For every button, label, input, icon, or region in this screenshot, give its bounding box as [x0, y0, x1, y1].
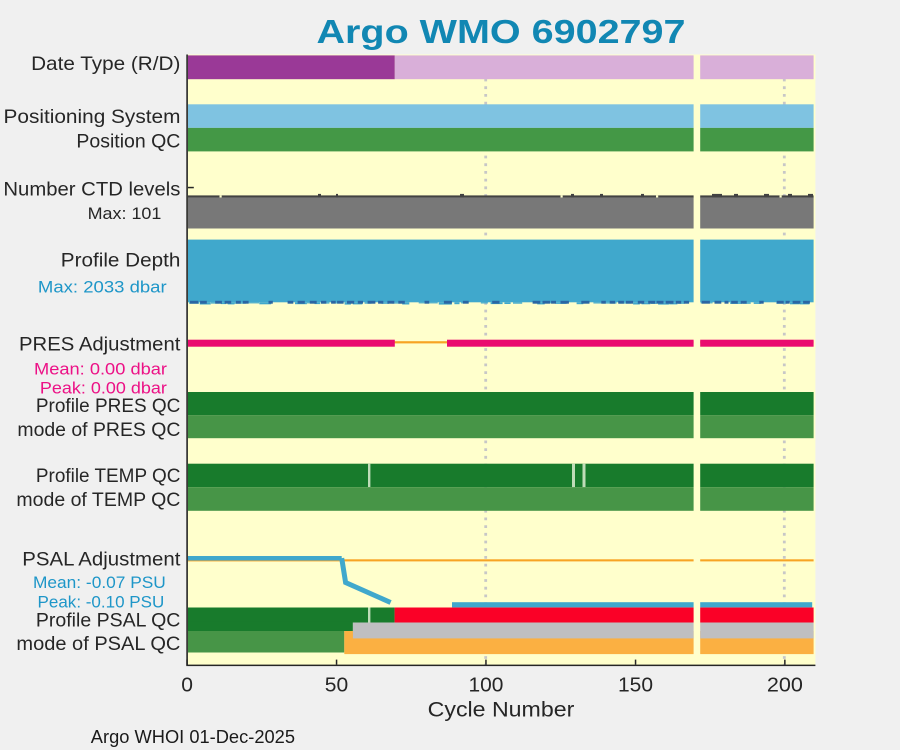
svg-text:Peak: -0.10 PSU: Peak: -0.10 PSU: [38, 593, 165, 611]
svg-text:Max: 101: Max: 101: [88, 205, 162, 223]
svg-text:Mean: -0.07 PSU: Mean: -0.07 PSU: [33, 574, 166, 592]
svg-text:50: 50: [325, 675, 348, 697]
svg-text:Date Type (R/D): Date Type (R/D): [31, 53, 180, 75]
svg-text:mode of PRES QC: mode of PRES QC: [17, 419, 180, 441]
svg-text:Profile PRES QC: Profile PRES QC: [36, 395, 181, 417]
svg-text:Profile PSAL QC: Profile PSAL QC: [36, 609, 181, 631]
svg-text:Argo WHOI 01-Dec-2025: Argo WHOI 01-Dec-2025: [91, 727, 295, 747]
svg-text:Position QC: Position QC: [76, 131, 180, 153]
svg-text:Max: 2033 dbar: Max: 2033 dbar: [38, 279, 167, 297]
svg-text:100: 100: [469, 675, 504, 697]
svg-text:Profile TEMP QC: Profile TEMP QC: [36, 465, 181, 487]
svg-text:Argo WMO 6902797: Argo WMO 6902797: [317, 13, 686, 50]
svg-text:PRES Adjustment: PRES Adjustment: [19, 334, 181, 356]
svg-text:Cycle Number: Cycle Number: [428, 699, 575, 722]
svg-text:PSAL Adjustment: PSAL Adjustment: [22, 549, 181, 571]
svg-text:0: 0: [181, 675, 193, 697]
svg-text:mode of PSAL QC: mode of PSAL QC: [16, 633, 180, 655]
svg-text:Profile Depth: Profile Depth: [61, 250, 181, 272]
svg-text:Number CTD levels: Number CTD levels: [3, 179, 180, 201]
svg-text:Positioning System: Positioning System: [4, 106, 181, 128]
svg-text:150: 150: [618, 675, 653, 697]
svg-text:200: 200: [767, 675, 803, 697]
svg-text:mode of TEMP QC: mode of TEMP QC: [16, 489, 180, 511]
svg-text:Peak: 0.00 dbar: Peak: 0.00 dbar: [40, 380, 168, 398]
svg-text:Mean: 0.00 dbar: Mean: 0.00 dbar: [34, 360, 168, 378]
